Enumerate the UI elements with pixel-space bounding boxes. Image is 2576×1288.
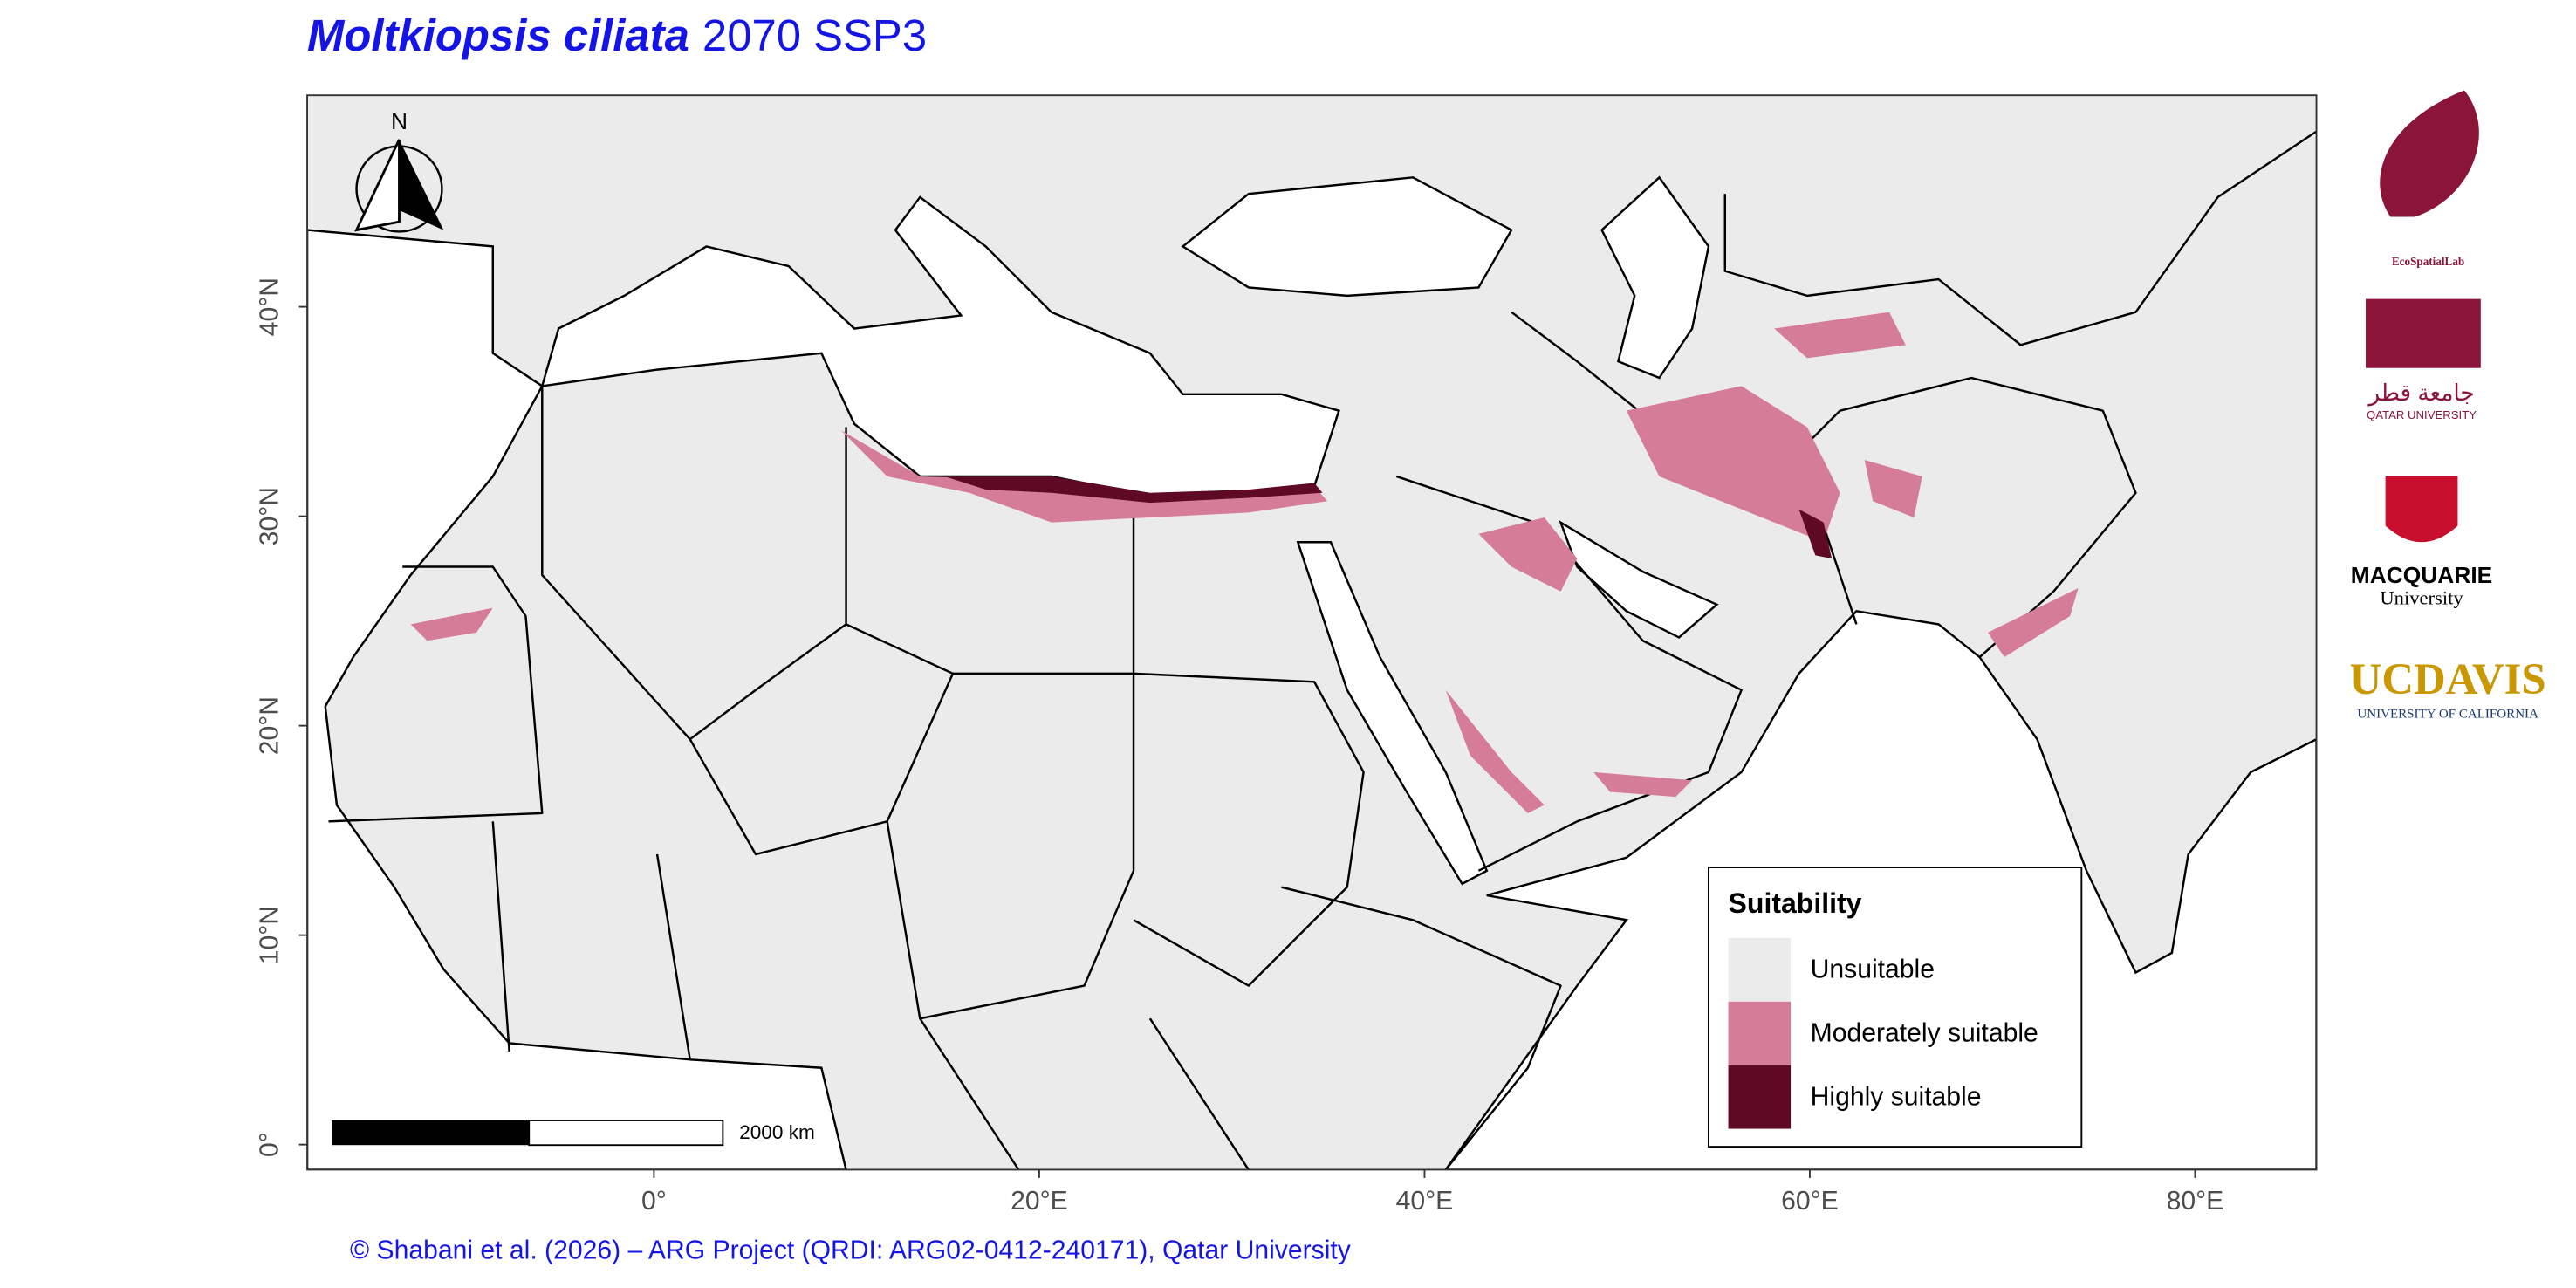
ecospatiallab-leaf <box>2380 90 2479 217</box>
x-tick-label: 80°E <box>2167 1187 2224 1216</box>
qu-emblem <box>2366 298 2481 368</box>
moderate-patch <box>1774 312 1906 359</box>
ucdavis-logo: UCDAVIS <box>2350 654 2546 703</box>
legend-swatch <box>1728 1001 1792 1065</box>
legend-label: Highly suitable <box>1811 1082 1982 1111</box>
ucdavis-sub: UNIVERSITY OF CALIFORNIA <box>2357 707 2538 721</box>
legend: Suitability Unsuitable Moderately suitabl… <box>1708 867 2083 1148</box>
red-sea <box>1296 541 1489 886</box>
title: Moltkiopsis ciliata 2070 SSP3 <box>307 11 927 61</box>
ecospatiallab-logo: EcoSpatialLab <box>2392 255 2464 268</box>
map-panel: 0° 20°E 40°E 60°E 80°E 0° 10°N 20°N 30°N 40°N N 2… <box>256 94 2318 1216</box>
qu-logo: QATAR UNIVERSITY <box>2367 408 2477 421</box>
macquarie-shield <box>2385 476 2458 543</box>
mediterranean <box>540 195 1340 497</box>
high-patch <box>944 476 1323 504</box>
y-tick-label: 40°N <box>256 277 284 336</box>
moderate-patch <box>1988 587 2079 658</box>
x-tick-label: 40°E <box>1396 1187 1454 1216</box>
y-tick-label: 10°N <box>256 906 284 964</box>
moderate-patch <box>1864 460 1922 518</box>
axis-ticks: 0° 20°E 40°E 60°E 80°E 0° 10°N 20°N 30°N 40°N <box>256 277 2224 1216</box>
moderate-patch <box>1626 386 1840 543</box>
legend-label: Unsuitable <box>1811 956 1935 984</box>
moderate-patch <box>1593 771 1693 798</box>
y-tick-label: 20°N <box>256 696 284 755</box>
logos: EcoSpatialLab جامعة قطر QATAR UNIVERSITY… <box>2350 90 2546 721</box>
caspian-sea <box>1600 175 1710 380</box>
black-sea <box>1181 176 1513 298</box>
north-arrow: N <box>354 108 444 233</box>
macquarie-sub: University <box>2380 586 2463 608</box>
legend-label: Moderately suitable <box>1811 1018 2038 1047</box>
species-name: Moltkiopsis ciliata <box>307 11 689 61</box>
legend-swatch <box>1728 1065 1792 1129</box>
macquarie-logo: MACQUARIE <box>2351 562 2492 588</box>
persian-gulf <box>1559 519 1719 639</box>
x-tick-label: 20°E <box>1011 1187 1068 1216</box>
x-tick-label: 0° <box>641 1187 667 1216</box>
legend-swatch <box>1728 937 1792 1002</box>
moderate-patch <box>410 607 493 641</box>
scale-bar: 2000 km <box>332 1120 815 1147</box>
scale-bar-label: 2000 km <box>739 1121 815 1143</box>
x-tick-label: 60°E <box>1781 1187 1839 1216</box>
caption: © Shabani et al. (2026) – ARG Project (Q… <box>350 1237 1351 1265</box>
legend-title: Suitability <box>1729 887 1862 919</box>
suitability-areas <box>410 312 2079 813</box>
atlantic <box>307 229 847 1170</box>
moderate-patch <box>1478 517 1578 592</box>
scenario: 2070 SSP3 <box>702 11 927 61</box>
high-patch <box>1798 509 1833 559</box>
y-tick-label: 30°N <box>256 487 284 545</box>
y-tick-label: 0° <box>256 1132 284 1157</box>
panel-border <box>306 94 2318 1171</box>
north-label: N <box>391 108 408 134</box>
qu-arabic: جامعة قطر <box>2367 380 2474 407</box>
country-borders <box>328 130 2317 1170</box>
